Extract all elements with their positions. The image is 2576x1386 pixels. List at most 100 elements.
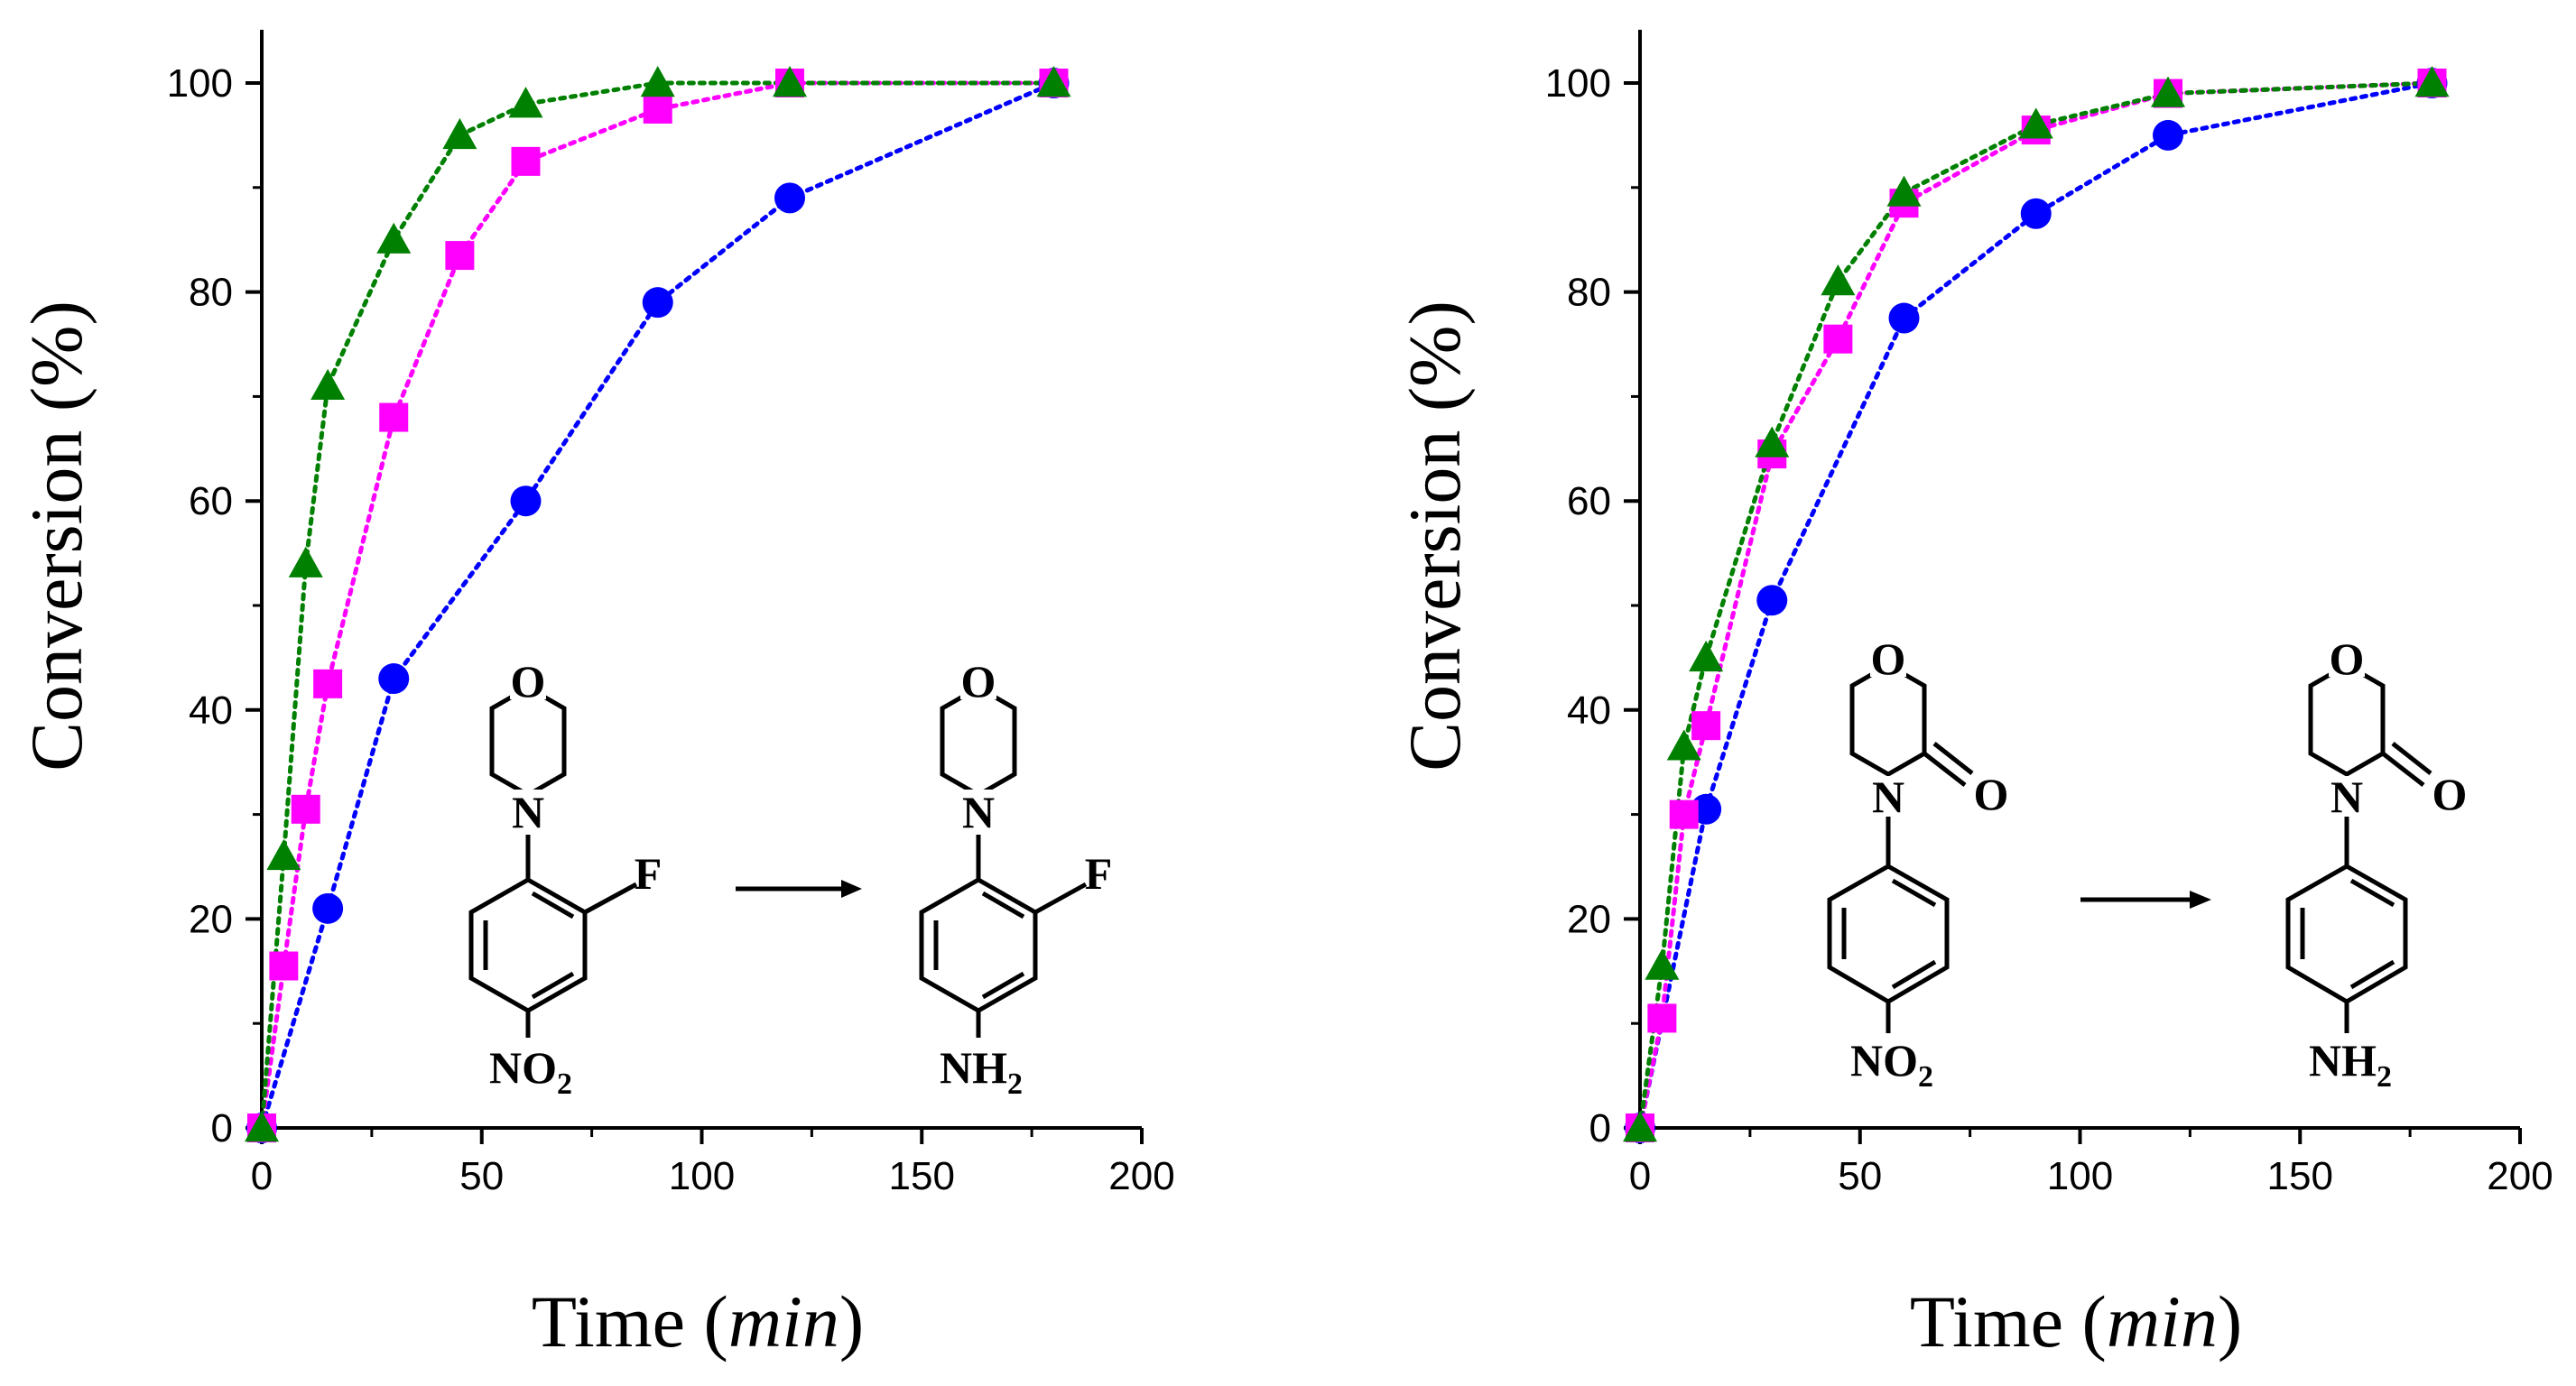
chart-left-y-tick-label: 20 [189,897,233,941]
chart-left-reactant-nitro-subscript: 2 [557,1067,572,1101]
chart-right-series-triangle-green-point [1645,948,1680,980]
chart-right-reactant-ring-o: O [1871,633,1906,684]
chart-right-product-carbonyl-o: O [2432,769,2468,819]
chart-right-reactant-carbonyl-o: O [1974,769,2009,819]
chart-right-series-square-magenta-line [1637,80,2434,1131]
chart-right-y-axis-title: Conversion (%) [1394,300,1476,772]
chart-left-series-square-magenta-point [379,402,409,432]
chart-left-series-triangle-green-point [376,222,412,254]
chart-right-reaction-scheme [1827,662,2432,1033]
chart-left-y-tick-label: 40 [189,688,233,733]
chart-right-x-axis-title-unit: min [2107,1280,2218,1363]
chart-right-reactant-benzene-double-bond-3 [1891,959,1937,990]
chart-left-reactant-nitro-group: NO [489,1042,557,1093]
chart-left-product-cf-bond [1033,882,1088,915]
chart-right-product-amine-subscript: 2 [2377,1060,2392,1094]
chart-right-series-square-magenta-point [1669,799,1699,829]
chart-right-series-circle-blue-point [2153,119,2183,151]
chart-right-series-triangle-green-line [1637,80,2434,1131]
chart-right-y-tick-label: 100 [1545,61,1611,106]
chart-left-series-triangle-green-point [640,66,675,97]
chart-left-product-amine: NH2 [940,1042,1023,1101]
chart-right-x-tick-label: 0 [1629,1154,1651,1198]
chart-left-product-amine-n: N [962,787,995,837]
chart-left-series-circle-blue-point [378,663,410,695]
chart-left-product-o-mask [960,659,996,699]
chart-left-x-tick-label: 50 [459,1154,504,1198]
chart-left-reactant-nitro: NO2 [489,1042,572,1101]
chart-left-product-amine-group: NH [940,1042,1007,1093]
chart-left-series-circle-blue-point [642,287,673,319]
chart-right-series-triangle-green-point [2151,76,2185,107]
chart-left-product-amine-subscript: 2 [1007,1067,1023,1101]
chart-right-reactant-n-mask [1870,776,1906,817]
chart-left-x-axis-title-unit: min [728,1280,839,1363]
chart-left-y-axis-title: Conversion (%) [15,300,97,772]
chart-left-series-triangle-green-point [442,117,477,150]
chart-left-series-circle-blue-point [510,485,542,517]
chart-left-series-square-magenta-point [445,241,475,271]
chart-left-x-tick-label: 150 [889,1154,955,1198]
chart-left-reactant-n-mask [510,790,546,830]
chart-right-y-tick-label: 0 [1589,1106,1611,1150]
chart-right-reaction-arrowhead [2190,891,2211,909]
chart-left-series-circle-blue-point [774,182,805,214]
chart-right-reactant-o-mask [1870,636,1906,677]
chart-right-product-n-mask [2329,776,2365,817]
chart-left-series-triangle-green-line [259,80,1056,1131]
chart-left-reactant-o-mask [510,659,546,699]
chart-right-y-tick-label: 20 [1567,897,1611,941]
chart-left-x-tick-label: 100 [669,1154,735,1198]
chart-left-series-triangle-green-point [245,1111,279,1142]
chart-right-series-circle-blue-point [2020,198,2052,229]
chart-left-product-fluorine: F [1085,848,1113,899]
chart-right-series-square-magenta-point [1647,1003,1677,1033]
chart-right-reactant-nitro-subscript: 2 [1918,1060,1933,1094]
chart-left-series-square-magenta-point [643,94,672,124]
chart-right-series-circle-blue-point [1888,302,1920,334]
chart-right-series-triangle-green-point [1886,175,1922,207]
chart-right-series-triangle-green-point [1821,264,1856,296]
chart-left-reactant-ring-o: O [511,656,546,707]
chart-right-product-o-mask [2329,636,2365,677]
chart-right-series-triangle-green-point [1755,426,1790,457]
chart-left-reaction-scheme [468,685,1088,1038]
chart-left-series-triangle-green-point [310,368,346,401]
chart-left-y-tick-label: 60 [189,479,233,523]
chart-right-x-axis-title: Time (min) [1910,1280,2242,1363]
chart-right-reactant-amine-n: N [1872,772,1904,822]
chart-left-reactant-amine-n: N [512,787,544,837]
chart-right-reactant-benzene-ring [1827,864,1950,1004]
chart-left-series-circle-blue-line [259,80,1056,1131]
chart-right-y-tick-label: 60 [1567,479,1611,523]
chart-right-product-amine-group: NH [2309,1035,2377,1086]
chart-left-series-square-magenta-point [291,794,320,824]
chart-right-x-tick-label: 50 [1838,1154,1882,1198]
chart-right-series-circle-blue-point [1756,585,1788,616]
chart-left-reactant-benzene-double-bond-3 [531,971,575,1000]
chart-left-y-tick-label: 100 [167,61,233,106]
chart-left-product-ring-o: O [961,656,996,707]
chart-right-reactant-benzene-double-bond-2 [1891,878,1937,908]
chart-right-reactant-nitro: NO2 [1850,1035,1933,1094]
chart-right-series-triangle-green-point [2414,66,2450,97]
chart-right-plot: 0 50 100 150 200 0 20 40 60 80 100 [1545,30,2553,1198]
chart-right-product-benzene-double-bond-2 [2349,878,2395,908]
chart-right-x-tick-label: 150 [2267,1154,2333,1198]
chart-left-x-axis-title-main: Time [532,1280,685,1363]
chart-left-series-triangle-green-point [1036,66,1071,97]
chart-right-reactant-morpholinone-ring [1849,662,1927,777]
chart-right-x-tick-label: 100 [2047,1154,2113,1198]
chart-left-x-axis-title: Time (min) [532,1280,864,1363]
chart-right-product-benzene-ring [2285,864,2408,1004]
chart-right-series-triangle-green-point [1689,640,1724,672]
chart-left-series-triangle-green-point [508,87,543,118]
chart-left-reactant-cf-bond [583,882,638,915]
chart-left-series-triangle-green-point [266,838,301,871]
chart-left-series-circle-blue-point [312,892,344,924]
chart-right-series-square-magenta-point [1823,324,1853,354]
chart-left-product-benzene-ring [919,877,1038,1013]
